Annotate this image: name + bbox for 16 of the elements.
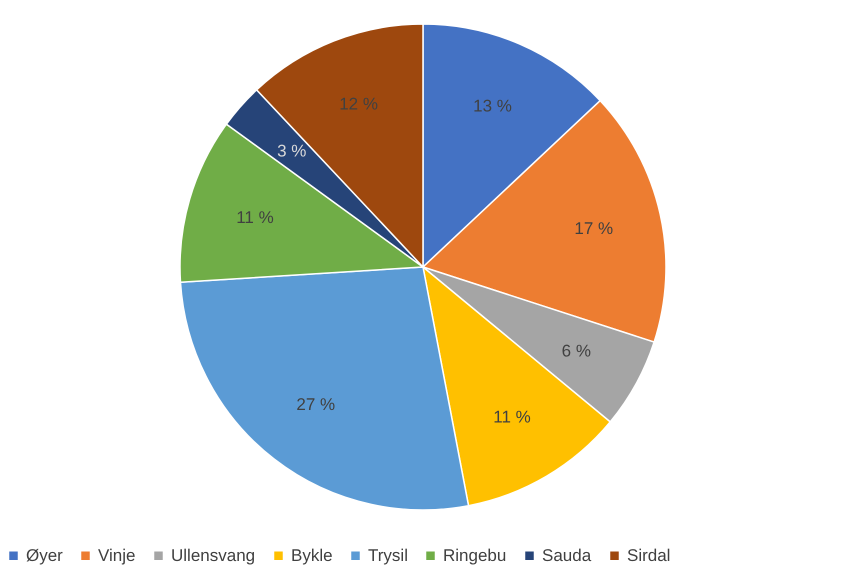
data-label: 13 % bbox=[473, 96, 512, 116]
legend-label: Trysil bbox=[368, 546, 408, 565]
legend-label: Ullensvang bbox=[171, 546, 256, 565]
data-label: 17 % bbox=[574, 218, 614, 238]
legend-label: Ringebu bbox=[443, 546, 506, 565]
data-label: 3 % bbox=[277, 141, 306, 160]
data-label: 11 % bbox=[236, 208, 274, 228]
legend-label: Sirdal bbox=[627, 546, 670, 565]
data-label: 12 % bbox=[339, 94, 378, 114]
legend-label: Sauda bbox=[542, 546, 592, 565]
data-label: 11 % bbox=[493, 408, 531, 427]
legend-label: Vinje bbox=[98, 546, 136, 565]
legend-label: Bykle bbox=[291, 546, 333, 565]
data-label: 27 % bbox=[296, 395, 336, 414]
data-label: 6 % bbox=[562, 341, 591, 360]
legend-label: Øyer bbox=[26, 546, 64, 565]
